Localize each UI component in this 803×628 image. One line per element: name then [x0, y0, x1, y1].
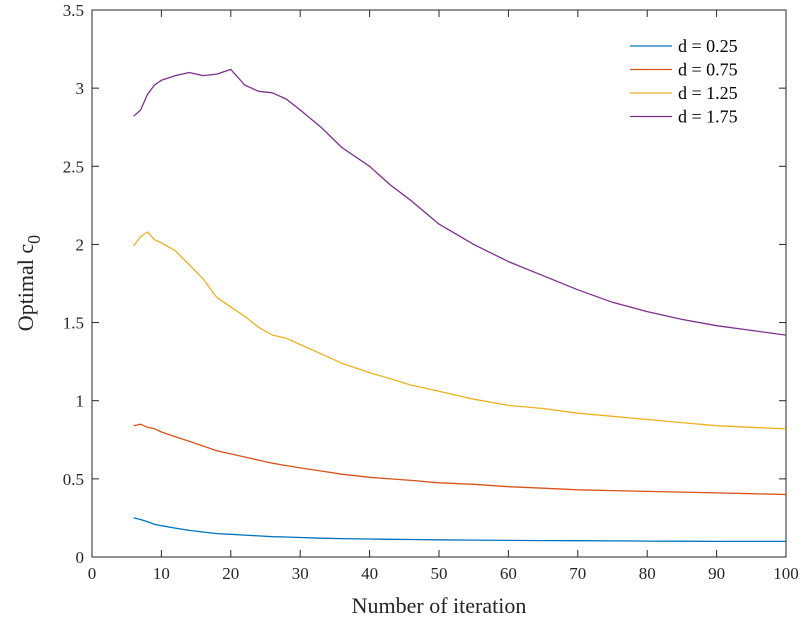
x-axis-title: Number of iteration — [352, 593, 527, 618]
y-tick-label: 2.5 — [63, 157, 84, 176]
x-tick-label: 80 — [639, 564, 656, 583]
x-tick-label: 90 — [708, 564, 725, 583]
y-axis-ticks: 0 0.5 1 1.5 2 2.5 3 3.5 — [63, 1, 786, 567]
x-tick-label: 60 — [500, 564, 517, 583]
x-tick-label: 10 — [153, 564, 170, 583]
y-axis-title-main: Optimal c — [13, 244, 38, 332]
legend: d = 0.25 d = 0.75 d = 1.25 d = 1.75 — [620, 28, 773, 134]
x-axis-ticks: 0 10 20 30 40 50 60 70 80 90 100 — [88, 10, 799, 583]
series-lines — [133, 68, 787, 543]
y-tick-label: 0.5 — [63, 470, 84, 489]
y-tick-label: 3.5 — [63, 1, 84, 20]
x-tick-label: 40 — [361, 564, 378, 583]
legend-label: d = 1.25 — [678, 83, 738, 103]
x-tick-label: 50 — [431, 564, 448, 583]
y-tick-label: 2 — [76, 235, 85, 254]
series-line-1 — [133, 517, 786, 543]
y-axis-title-text: Optimal c0 — [13, 235, 44, 331]
series-line-4 — [133, 68, 787, 336]
y-tick-label: 1.5 — [63, 314, 84, 333]
x-tick-label: 20 — [222, 564, 239, 583]
legend-label: d = 0.75 — [678, 60, 738, 80]
y-axis-title-subscript: 0 — [24, 235, 44, 244]
y-tick-label: 0 — [76, 548, 85, 567]
legend-label: d = 0.25 — [678, 36, 738, 56]
x-tick-label: 100 — [773, 564, 799, 583]
series-line-2 — [133, 423, 787, 496]
legend-label: d = 1.75 — [678, 107, 738, 127]
y-axis-title: Optimal c0 — [13, 235, 44, 331]
x-tick-label: 30 — [292, 564, 309, 583]
y-tick-label: 1 — [76, 392, 85, 411]
series-line-3 — [133, 231, 787, 430]
x-tick-label: 0 — [88, 564, 97, 583]
y-tick-label: 3 — [76, 79, 85, 98]
x-tick-label: 70 — [569, 564, 586, 583]
